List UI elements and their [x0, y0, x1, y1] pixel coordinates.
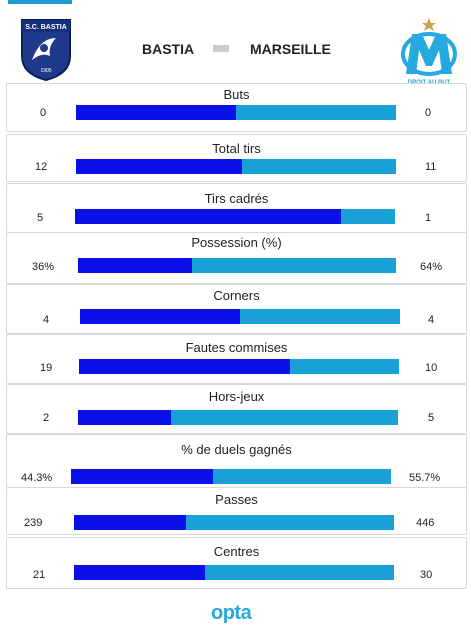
opta-logo: opta: [211, 602, 252, 624]
comparison-bar: [76, 105, 396, 120]
comparison-bar: [78, 258, 396, 273]
comparison-bar: [74, 515, 394, 530]
home-value: 12: [35, 161, 48, 173]
stat-label: Centres: [213, 544, 260, 559]
home-share-fill: [78, 258, 193, 273]
stat-row: Tirs cadrés 5 1: [6, 183, 467, 233]
stat-row: Passes 239 446: [6, 487, 467, 535]
away-value: 446: [416, 517, 435, 529]
match-header: S.C. BASTIA 1905 BASTIA MARSEILLE DROIT …: [0, 0, 471, 88]
away-value: 10: [425, 362, 438, 374]
stat-row: Total tirs 12 11: [6, 134, 467, 182]
stat-row: % de duels gagnés 44.3% 55.7%: [6, 434, 467, 488]
home-share-fill: [76, 105, 236, 120]
home-value: 5: [37, 212, 44, 224]
home-value: 21: [33, 569, 46, 581]
home-value: 36%: [32, 261, 55, 273]
stat-label: Corners: [213, 288, 260, 303]
stat-row: Possession (%) 36% 64%: [6, 232, 467, 284]
home-team-name: BASTIA: [142, 41, 195, 57]
home-share-fill: [78, 410, 171, 425]
home-badge-year: 1905: [40, 68, 51, 74]
home-value: 4: [43, 314, 50, 326]
home-share-fill: [71, 469, 213, 484]
away-value: 5: [428, 412, 435, 424]
home-badge-text: S.C. BASTIA: [25, 24, 67, 31]
away-value: 0: [425, 107, 432, 119]
home-value: 0: [40, 107, 47, 119]
comparison-bar: [74, 565, 394, 580]
bastia-crest-icon: S.C. BASTIA 1905: [21, 19, 71, 82]
stat-label: Fautes commises: [185, 340, 288, 355]
comparison-bar: [80, 309, 400, 324]
home-share-fill: [75, 209, 341, 224]
home-share-fill: [74, 565, 206, 580]
away-team-name: MARSEILLE: [250, 41, 331, 57]
away-value: 55.7%: [409, 472, 441, 484]
home-value: 44.3%: [21, 472, 53, 484]
home-value: 19: [40, 362, 53, 374]
home-share-fill: [80, 309, 240, 324]
home-share-fill: [76, 159, 243, 174]
stat-row: Corners 4 4: [6, 284, 467, 334]
comparison-bar: [76, 159, 396, 174]
away-value: 4: [428, 314, 435, 326]
home-share-fill: [74, 515, 186, 530]
stat-label: Tirs cadrés: [204, 191, 269, 206]
stat-label: Possession (%): [191, 235, 282, 250]
away-value: 11: [425, 161, 437, 173]
home-value: 2: [43, 412, 50, 424]
team-separator: [213, 45, 229, 52]
stat-row: Fautes commises 19 10: [6, 334, 467, 384]
comparison-bar: [79, 359, 399, 374]
away-value: 64%: [420, 261, 443, 273]
home-share-fill: [79, 359, 291, 374]
stat-row: Buts 0 0: [6, 83, 467, 132]
away-value: 30: [420, 569, 433, 581]
top-accent-bar: [8, 0, 72, 4]
stat-label: Passes: [215, 492, 258, 507]
away-value: 1: [425, 212, 432, 224]
stat-row: Hors-jeux 2 5: [6, 384, 467, 434]
comparison-bar: [78, 410, 398, 425]
comparison-bar: [75, 209, 395, 224]
stat-label: Hors-jeux: [208, 389, 265, 404]
stat-row: Centres 21 30: [6, 537, 467, 589]
stat-label: Total tirs: [212, 141, 261, 156]
home-value: 239: [24, 517, 43, 529]
stat-label: % de duels gagnés: [181, 442, 292, 457]
marseille-crest-icon: DROIT AU BUT: [401, 18, 457, 86]
comparison-bar: [71, 469, 391, 484]
stat-label: Buts: [223, 87, 250, 102]
